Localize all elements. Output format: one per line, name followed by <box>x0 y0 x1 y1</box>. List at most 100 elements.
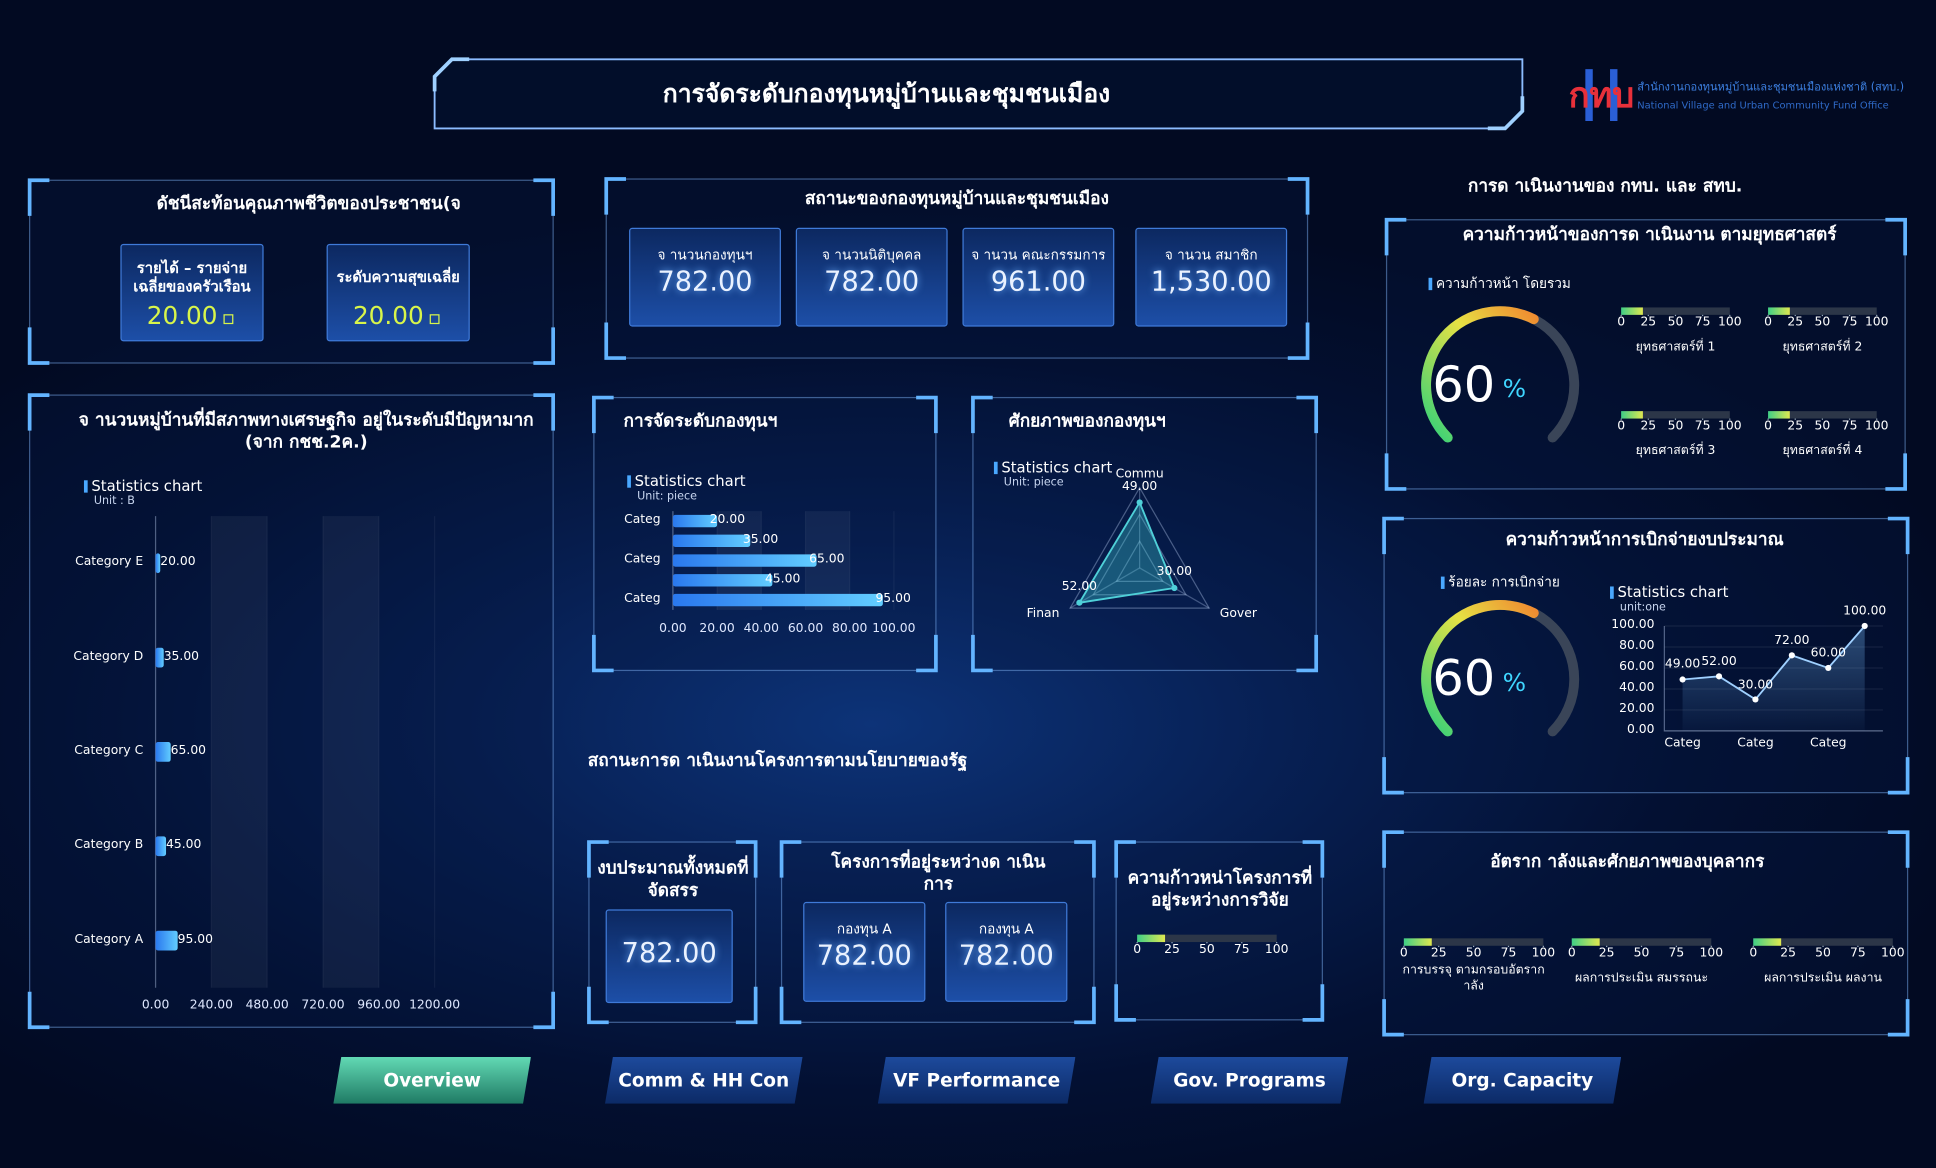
nav-button[interactable]: Gov. Programs <box>1150 1056 1349 1104</box>
tick-label: 75 <box>1694 315 1711 330</box>
tick-label: 50 <box>1633 946 1650 961</box>
tick-label: 0 <box>1749 946 1758 961</box>
panel-corner <box>587 840 609 878</box>
progress-track <box>1621 411 1730 419</box>
radar-point <box>1076 599 1083 606</box>
category-label: Categ <box>624 513 661 527</box>
panel-corner <box>1887 830 1910 868</box>
bar <box>672 514 718 528</box>
tick-label: 50 <box>1199 942 1215 957</box>
bar <box>155 553 161 574</box>
panel-corner <box>1114 984 1136 1022</box>
legend-swatch <box>83 480 88 493</box>
progress-fill <box>1768 307 1790 315</box>
tick-label: 75 <box>1850 946 1866 961</box>
panel-frame <box>1385 219 1906 490</box>
category-label: Categ <box>624 592 661 606</box>
tick-label: 100 <box>1880 946 1905 961</box>
card <box>326 243 470 342</box>
logo-stripe <box>1610 69 1618 121</box>
tick-label: 25 <box>1164 942 1180 957</box>
grid-band <box>322 516 379 988</box>
panel-corner <box>1382 516 1404 555</box>
tick-label: 0 <box>1399 946 1408 961</box>
panel-corner <box>1384 453 1407 491</box>
tick-label: 0 <box>1133 942 1142 957</box>
card <box>120 243 264 342</box>
x-tick-label: 960.00 <box>357 998 401 1013</box>
panel-corner <box>1384 217 1407 256</box>
panel-corner <box>592 634 614 673</box>
nav-button[interactable]: VF Performance <box>877 1056 1076 1104</box>
x-tick-label: Categ <box>1664 736 1701 751</box>
value-label: 60.00 <box>1810 646 1846 661</box>
tick-label: 25 <box>1430 946 1447 961</box>
kpi-value: 961.00 <box>990 266 1086 298</box>
kpi-value: 782.00 <box>621 938 717 970</box>
x-tick-label: 240.00 <box>189 998 233 1013</box>
progress-fill <box>1571 938 1600 946</box>
progress-track <box>1403 938 1544 946</box>
progress-fill <box>1403 938 1432 946</box>
tick-label: 0 <box>1617 315 1626 330</box>
x-tick-label: 0.00 <box>659 621 687 636</box>
panel-corner <box>533 327 555 365</box>
line-point <box>1825 664 1832 672</box>
nav-button[interactable]: Comm & HH Con <box>605 1056 803 1104</box>
panel-corner <box>604 177 626 215</box>
gauge-value: 60 <box>1432 650 1496 708</box>
nav-button[interactable]: Overview <box>333 1056 531 1104</box>
tick-label: 50 <box>1465 946 1482 961</box>
radar-grid <box>1092 513 1188 596</box>
y-tick-label: 20.00 <box>1619 702 1655 716</box>
panel-frame <box>1115 841 1323 1021</box>
x-tick-label: 100.00 <box>872 621 916 636</box>
panel-corner <box>779 986 802 1025</box>
value-label: 49.00 <box>1664 658 1701 672</box>
category-label: Category A <box>74 932 144 947</box>
value-label: 95.00 <box>177 932 214 947</box>
tick-label: 50 <box>1815 946 1831 961</box>
panel-corner <box>27 178 50 216</box>
radar-area <box>1077 500 1176 604</box>
tick-label: 0 <box>1567 946 1576 961</box>
panel-title: อัตราก าลังและศักยภาพของบุคลากร <box>1490 852 1765 872</box>
value-label: 35.00 <box>742 533 779 547</box>
radar-point <box>1136 499 1143 506</box>
value-label: 20.00 <box>160 555 196 570</box>
value-label: 65.00 <box>809 552 845 567</box>
panel-corner <box>27 327 50 365</box>
kpi-label: กองทุน A <box>978 921 1034 938</box>
progress-track <box>1768 411 1877 419</box>
tick-label: 25 <box>1787 315 1804 330</box>
tick-label: 50 <box>1667 315 1684 330</box>
panel-corner <box>27 393 50 431</box>
value-label: 30.00 <box>1737 678 1774 692</box>
panel-corner <box>533 178 555 216</box>
tick-label: 100 <box>1718 315 1742 330</box>
value-label: 20.00 <box>709 513 746 527</box>
progress-name: ยุทธศาสตร์ที่ 4 <box>1782 444 1863 458</box>
progress-name: การบรรจุ ตามกรอบอัตราก าลัง <box>1402 963 1545 993</box>
tick-label: 75 <box>1500 946 1517 961</box>
org-name-en: National Village and Urban Community Fun… <box>1637 100 1889 112</box>
progress-fill <box>1753 938 1782 946</box>
kpi-label: จ านวน คณะกรรมการ <box>971 247 1106 264</box>
tick-label: 100 <box>1699 946 1724 961</box>
line <box>1682 625 1866 701</box>
panel-title: ความก้าวหน้าการเบิกจ่ายงบประมาณ <box>1505 529 1784 550</box>
page-title: การจัดระดับกองทุนหมู่บ้านและชุมชนเมือง <box>662 78 1111 109</box>
logo-stripe <box>1585 69 1593 121</box>
header-accent <box>1487 96 1525 131</box>
line-point <box>1788 652 1795 659</box>
tick-label: 75 <box>1841 419 1858 434</box>
value-label: 49.00 <box>1121 479 1158 494</box>
chart-title: ศักยภาพของกองทุนฯ <box>1008 411 1166 432</box>
nav-button[interactable]: Org. Capacity <box>1423 1056 1622 1104</box>
kpi-label: รายได้ – รายจ่ายเฉลี่ยของครัวเรือน <box>133 259 251 296</box>
y-tick-label: 40.00 <box>1619 681 1655 695</box>
panel-corner <box>27 991 50 1030</box>
panel-corner <box>1074 986 1096 1025</box>
